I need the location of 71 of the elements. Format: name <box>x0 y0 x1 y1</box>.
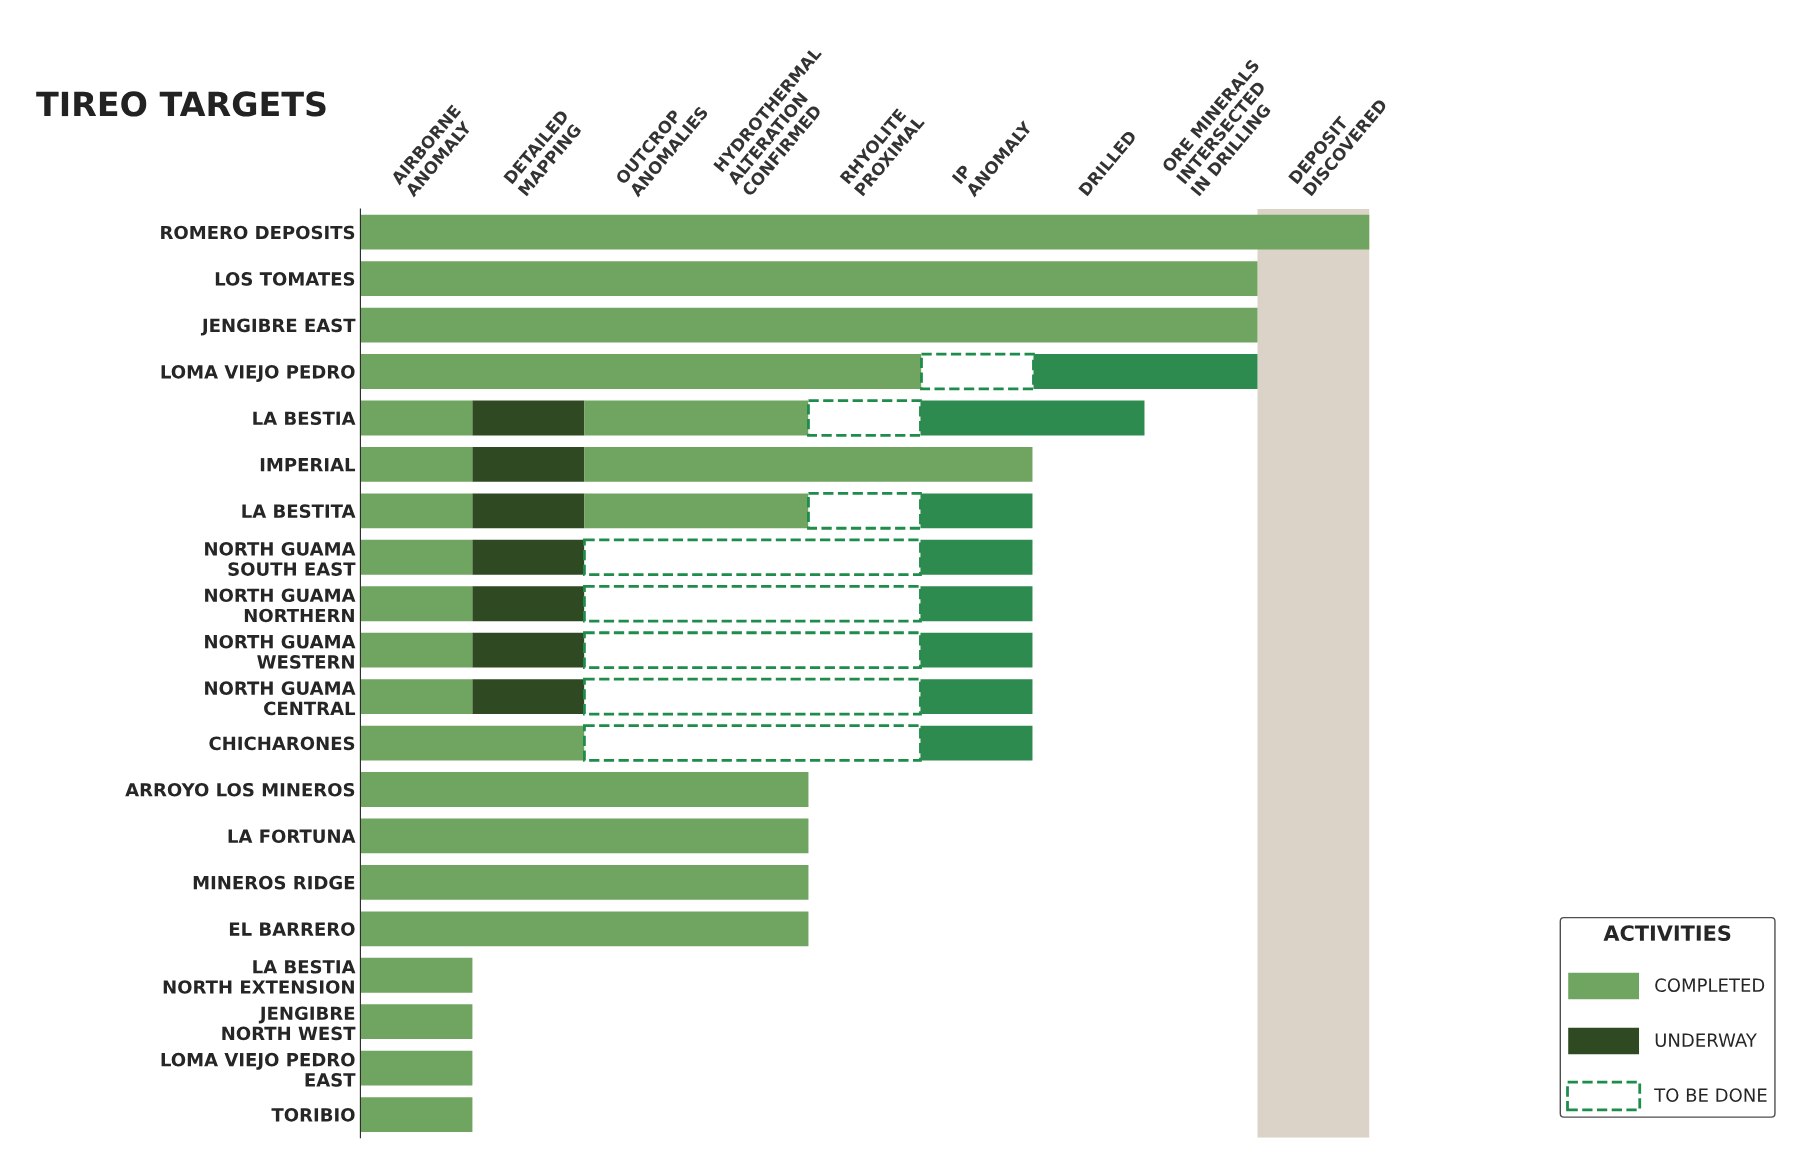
y-tick-label: JENGIBRE EAST <box>200 318 356 336</box>
y-tick-label: LA BESTITA <box>242 504 356 518</box>
bar <box>584 446 1033 482</box>
y-tick-label: MINEROS RIDGE <box>193 875 355 890</box>
bar <box>360 864 809 900</box>
bar <box>920 679 1033 715</box>
y-tick-label: LOMA VIEJO PEDRO <box>161 364 355 382</box>
bar <box>583 538 922 577</box>
bar <box>360 772 809 807</box>
chart-title: TIREO TARGETS <box>36 91 326 117</box>
y-tick-label: LOS TOMATES <box>215 272 355 286</box>
bar <box>360 586 473 622</box>
bar <box>584 493 809 529</box>
bar <box>583 724 922 762</box>
bar <box>472 400 585 436</box>
bar <box>807 399 922 437</box>
bar <box>920 539 1033 575</box>
y-tick-label: LA BESTIA NORTH EXTENSION <box>163 959 356 994</box>
bar <box>920 400 1145 436</box>
bar <box>360 679 473 715</box>
bar <box>360 957 473 993</box>
bar <box>360 911 809 947</box>
bar <box>583 631 922 669</box>
bar <box>360 1050 473 1086</box>
bar <box>920 352 1035 391</box>
y-tick-label: NORTH GUAMA WESTERN <box>205 634 356 669</box>
legend-label: TO BE DONE <box>1654 1088 1767 1102</box>
bar <box>360 354 922 389</box>
bar <box>920 632 1033 668</box>
y-tick-label: ROMERO DEPOSITS <box>161 225 355 240</box>
bar <box>920 725 1033 761</box>
y-tick-label: NORTH GUAMA NORTHERN <box>205 588 356 623</box>
bar <box>360 539 473 575</box>
bar <box>360 1004 473 1040</box>
bar <box>360 446 473 482</box>
bar <box>472 679 585 715</box>
legend-label: COMPLETED <box>1655 978 1765 992</box>
bar <box>360 400 473 436</box>
y-tick-label: CHICHARONES <box>209 736 355 751</box>
y-tick-label: NORTH GUAMA CENTRAL <box>205 681 356 716</box>
bar <box>360 493 473 529</box>
legend-label: UNDERWAY <box>1655 1033 1757 1047</box>
bar <box>472 539 585 575</box>
bar <box>583 677 922 716</box>
bar <box>360 1097 473 1132</box>
bar <box>472 446 585 482</box>
y-tick-label: LA BESTIA <box>253 411 356 426</box>
y-tick-label: LOMA VIEJO PEDRO EAST <box>161 1052 356 1087</box>
bar <box>360 307 1258 343</box>
bar <box>1033 354 1258 389</box>
y-tick-label: JENGIBRE NORTH WEST <box>222 1006 356 1041</box>
bar <box>360 632 473 668</box>
bar <box>920 493 1033 529</box>
y-tick-label: IMPERIAL <box>260 458 356 472</box>
bar <box>472 493 585 529</box>
bar <box>360 818 809 854</box>
bar <box>360 261 1258 297</box>
y-tick-label: LA FORTUNA <box>228 829 356 844</box>
y-tick-label: TORIBIO <box>271 1108 355 1122</box>
bar <box>584 400 809 436</box>
bar <box>583 584 922 623</box>
legend-title: ACTIVITIES <box>1603 925 1731 941</box>
bar <box>472 632 585 668</box>
bar <box>807 492 922 530</box>
bar <box>360 725 585 761</box>
bar <box>360 214 1370 250</box>
y-tick-label: NORTH GUAMA SOUTH EAST <box>205 542 356 576</box>
bar <box>920 586 1033 622</box>
bar <box>472 586 585 622</box>
y-tick-label: ARROYO LOS MINEROS <box>125 782 355 797</box>
y-tick-label: EL BARRERO <box>229 922 355 936</box>
